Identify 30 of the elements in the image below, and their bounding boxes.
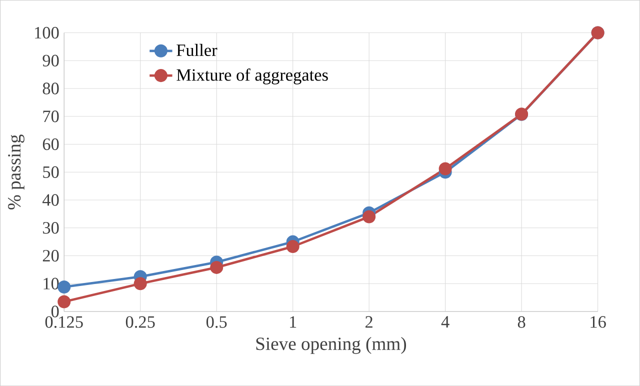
x-tick-label: 8 <box>518 316 526 328</box>
x-tick-label: 0.5 <box>206 316 227 328</box>
y-tick-label: 10 <box>44 278 59 290</box>
legend-label: Mixture of aggregates <box>176 68 328 84</box>
point <box>286 240 300 253</box>
x-tick-label: 16 <box>590 316 606 328</box>
y-tick-label: 90 <box>42 54 59 66</box>
y-tick-label: 50 <box>43 166 59 178</box>
point <box>210 260 224 274</box>
y-tick-label: 30 <box>42 222 59 234</box>
point <box>438 162 452 176</box>
point <box>58 295 71 308</box>
y-tick-label: 20 <box>42 250 59 262</box>
point <box>134 277 147 290</box>
point <box>362 210 376 224</box>
x-tick-label: 0.125 <box>45 316 83 328</box>
x-tick-label: 0.25 <box>126 316 155 328</box>
y-tick-label: 60 <box>42 138 59 150</box>
x-tick-label: 1 <box>290 316 296 328</box>
y-tick-label: 0 <box>51 306 59 318</box>
point <box>58 280 71 294</box>
y-tick-label: 100 <box>35 26 59 38</box>
y-tick-label: 70 <box>43 110 59 122</box>
x-axis-title: Sieve opening (mm) <box>256 336 406 354</box>
legend-label: Fuller <box>176 44 218 56</box>
x-tick-label: 2 <box>366 316 372 328</box>
x-tick-label: 4 <box>441 316 450 328</box>
y-tick-label: 80 <box>42 82 59 94</box>
y-axis-title: % passing <box>8 134 24 210</box>
y-tick-label: 40 <box>42 194 59 206</box>
